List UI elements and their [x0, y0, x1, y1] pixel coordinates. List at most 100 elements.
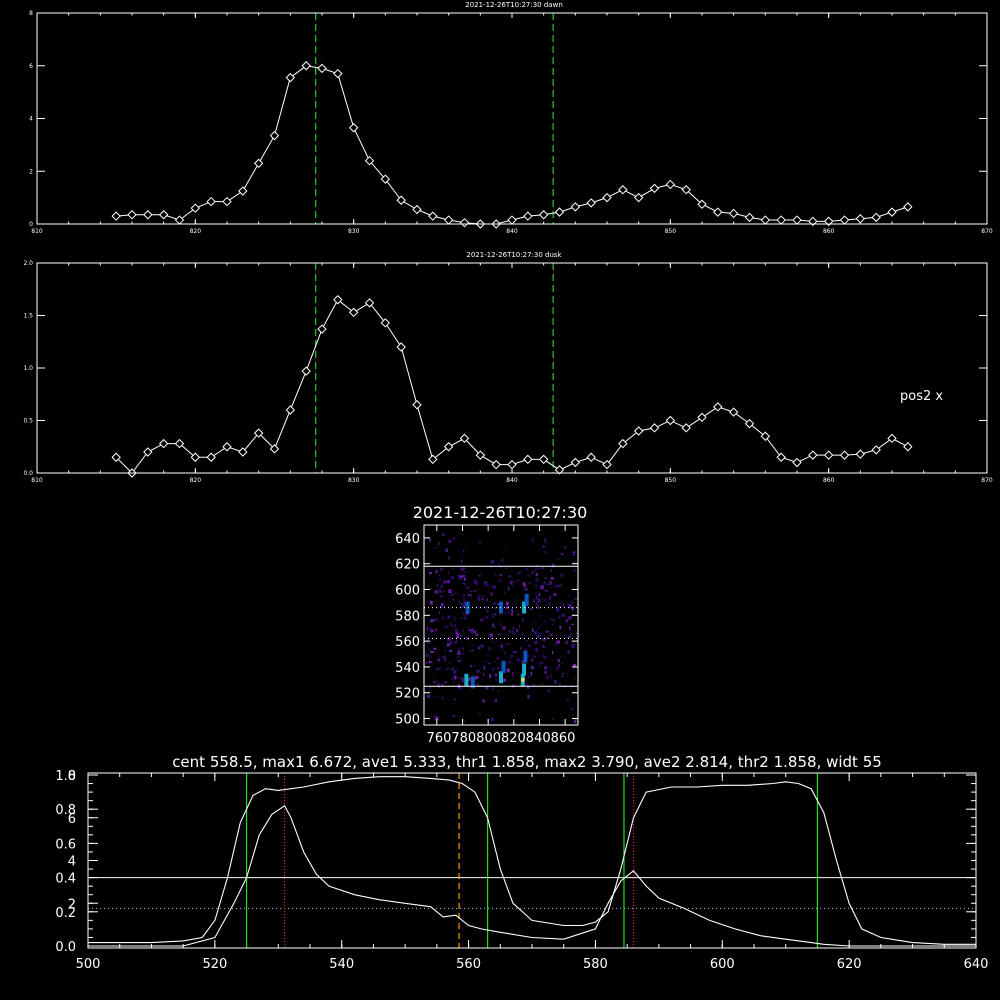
heatmap-cell: [548, 631, 551, 633]
heatmap-cell: [458, 577, 462, 581]
dawn-data-point: [174, 215, 185, 225]
heatmap-cell: [573, 601, 575, 604]
heatmap-cell: [470, 664, 473, 668]
heatmap-cell: [442, 616, 446, 620]
dusk-ytick-label: 0.0: [23, 470, 33, 477]
heatmap-cell: [454, 624, 456, 628]
dawn-data-point: [380, 174, 391, 184]
dawn-ytick-label: 2: [29, 168, 33, 175]
heatmap-cell: [448, 589, 452, 594]
dawn-data-point: [459, 217, 470, 228]
heatmap-cell: [539, 615, 542, 617]
heatmap-cell: [480, 619, 484, 622]
dawn-data-point: [697, 199, 707, 209]
heatmap-cell: [445, 548, 448, 552]
heatmap-cell: [430, 619, 434, 622]
profile-ytick-b-label: 6: [68, 812, 76, 827]
heatmap-cell: [505, 612, 507, 615]
dusk-data-point: [491, 459, 501, 470]
heatmap-cell: [539, 632, 543, 636]
heatmap-cell: [537, 632, 539, 635]
profile-series-line-2: [88, 805, 976, 947]
heatmap-cell: [551, 623, 555, 625]
dawn-data-point: [760, 215, 771, 225]
heatmap-cell: [427, 584, 430, 587]
heatmap-cell: [506, 606, 509, 609]
heatmap-cell: [478, 713, 481, 716]
heatmap-cell: [537, 598, 541, 603]
heatmap-cell: [559, 625, 561, 630]
heatmap-cell: [457, 650, 461, 654]
dawn-data-point: [823, 216, 834, 227]
heatmap-cell: [429, 686, 432, 689]
heatmap-cell: [565, 619, 568, 623]
heatmap-hotspot: [470, 676, 475, 689]
heatmap-cell: [515, 603, 517, 608]
heatmap-cell: [460, 653, 463, 656]
heatmap-cell: [549, 581, 553, 585]
heatmap-cell: [479, 541, 481, 544]
dawn-data-point: [285, 72, 296, 83]
heatmap-cell: [536, 635, 539, 638]
heatmap-cell: [436, 680, 439, 682]
heatmap-cell: [543, 545, 546, 548]
heatmap-cell: [562, 636, 565, 638]
heatmap-cell: [463, 549, 465, 553]
heatmap-cell: [531, 665, 534, 669]
heatmap-cell: [470, 643, 474, 647]
dawn-data-point: [127, 210, 137, 220]
heatmap-cell: [483, 672, 485, 677]
heatmap-cell: [481, 644, 483, 646]
heatmap-cell: [515, 628, 519, 633]
heatmap-cell: [477, 607, 480, 609]
heatmap-cell: [487, 633, 490, 637]
heatmap-cell: [563, 546, 567, 549]
heatmap-cell: [479, 672, 482, 674]
heatmap-cell: [495, 613, 497, 615]
heatmap-cell: [569, 626, 571, 631]
heatmap-cell: [485, 686, 489, 690]
dusk-data-point: [681, 423, 691, 433]
heatmap-cell: [567, 650, 570, 654]
heatmap-hotspot: [523, 650, 528, 663]
heatmap-cell: [554, 586, 559, 588]
heatmap-cell: [512, 651, 516, 653]
heatmap-hotspot-peak: [521, 677, 525, 682]
heatmap-cell: [503, 652, 505, 654]
heatmap-cell: [545, 666, 548, 669]
profile-xtick-label: 500: [76, 957, 101, 972]
dusk-data-point: [364, 298, 375, 308]
heatmap-cell: [479, 645, 481, 647]
heatmap-cell: [534, 630, 538, 634]
heatmap-cell: [499, 578, 501, 581]
heatmap-cell: [450, 593, 454, 596]
heatmap-cell: [463, 604, 467, 607]
heatmap-cell: [514, 599, 518, 601]
heatmap-cell: [490, 592, 493, 597]
heatmap-cell: [514, 581, 518, 584]
heatmap-cell: [498, 614, 501, 616]
heatmap-cell: [447, 572, 450, 574]
heatmap-cell: [573, 677, 578, 679]
dawn-data-point: [348, 123, 359, 133]
dawn-xtick-label: 820: [190, 228, 202, 235]
dawn-data-point: [538, 210, 549, 220]
heatmap-cell: [567, 601, 569, 605]
heatmap-cell: [470, 629, 474, 634]
heatmap-cell: [429, 627, 432, 630]
heatmap-cell: [454, 641, 458, 644]
heatmap-cell: [440, 584, 444, 588]
heatmap-cell: [545, 620, 547, 625]
dawn-xtick-label: 870: [981, 228, 993, 235]
dawn-data-point: [111, 211, 121, 221]
heatmap-cell: [447, 643, 450, 647]
heatmap-cell: [446, 626, 448, 629]
heatmap-cell: [511, 672, 514, 676]
heatmap-cell: [517, 613, 520, 616]
heatmap-cell: [555, 593, 558, 596]
heatmap-cell: [513, 632, 516, 635]
dawn-data-point: [776, 215, 786, 225]
heatmap-cell: [462, 679, 464, 683]
heatmap-cell: [457, 574, 461, 578]
heatmap-cell: [542, 654, 545, 658]
